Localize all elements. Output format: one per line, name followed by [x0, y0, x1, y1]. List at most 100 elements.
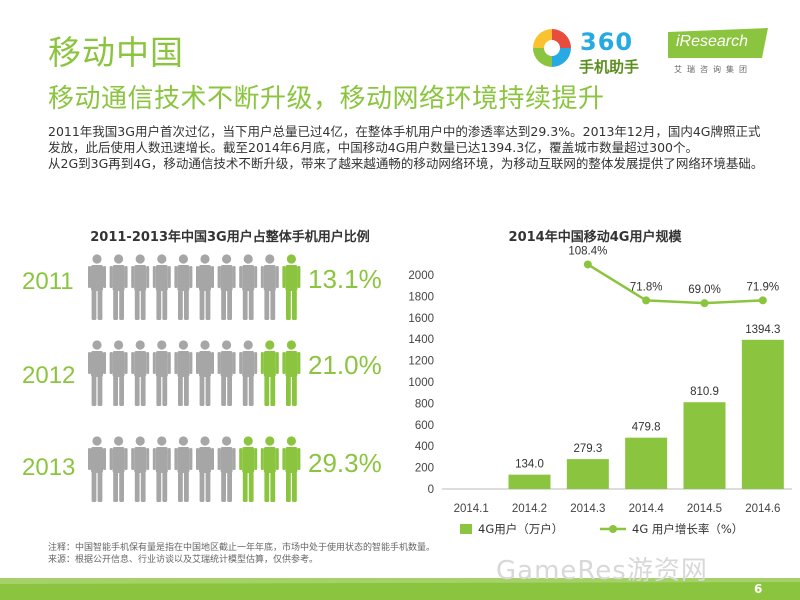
growth-point: [642, 296, 651, 305]
x-tick-label: 2014.1: [454, 503, 489, 515]
y-tick-label: 0: [428, 484, 434, 496]
person-icon: [174, 436, 193, 502]
person-icon: [152, 436, 171, 502]
person-icon: [109, 340, 128, 406]
logo-360-ball-icon: [533, 29, 571, 67]
people-icons: [88, 340, 301, 406]
person-icon: [217, 436, 236, 502]
year-label-2013: 2013: [22, 454, 76, 481]
bar: [508, 474, 551, 489]
person-icon: [196, 340, 214, 406]
legend-bar-label: 4G用户（万户）: [478, 522, 563, 536]
person-icon: [217, 340, 236, 406]
legend-line-label: 4G 用户增长率（%）: [632, 522, 743, 536]
intro-paragraph-2: 从2G到3G再到4G，移动通信技术不断升级，带来了越来越通畅的移动网络环境，为移…: [48, 156, 764, 171]
intro-paragraph-1: 2011年我国3G用户首次过亿，当下用户总量已过4亿，在整体手机用户中的渗透率达…: [48, 124, 761, 155]
y-tick-label: 600: [415, 420, 434, 432]
person-icon: [152, 254, 171, 320]
page-title: 移动中国: [48, 33, 184, 72]
person-icon: [88, 436, 106, 502]
people-row-2013: [86, 436, 302, 502]
people-row-2011: [86, 254, 302, 320]
person-icon-3g: [282, 436, 301, 502]
person-icon: [88, 254, 106, 320]
iresearch-brand: iResearch: [676, 33, 749, 50]
right-chart-title: 2014年中国移动4G用户规模: [508, 230, 682, 245]
person-icon-3g: [282, 254, 301, 320]
intro-text: 2011年我国3G用户首次过亿，当下用户总量已过4亿，在整体手机用户中的渗透率达…: [48, 124, 768, 172]
note-line: 注释：中国智能手机保有量是指在中国地区截止一年年底，市场中处于使用状态的智能手机…: [48, 543, 436, 553]
y-tick-label: 200: [415, 463, 434, 475]
growth-point: [583, 260, 592, 269]
bar-data-label: 279.3: [573, 443, 602, 455]
person-icon: [152, 340, 171, 406]
page-subtitle: 移动通信技术不断升级，移动网络环境持续提升: [48, 84, 605, 114]
y-tick-label: 400: [415, 441, 434, 453]
people-icons: [88, 254, 301, 320]
x-tick-label: 2014.2: [512, 503, 547, 515]
x-tick-label: 2014.4: [629, 503, 665, 515]
left-chart-title: 2011-2013年中国3G用户占整体手机用户比例: [90, 230, 370, 245]
pct-label-2013: 29.3%: [308, 448, 382, 478]
notes: 注释：中国智能手机保有量是指在中国地区截止一年年底，市场中处于使用状态的智能手机…: [48, 542, 435, 566]
bar-data-label: 134.0: [515, 459, 544, 471]
bar-line-chart: 0 200 400 600 800 1000 1200 1400 1600 1800 2000 201…: [408, 245, 792, 536]
person-icon: [239, 254, 258, 320]
people-icons: [88, 436, 301, 502]
x-tick-label: 2014.6: [745, 503, 780, 515]
person-icon: [174, 340, 193, 406]
legend-line-marker: [609, 525, 617, 533]
y-tick-label: 1800: [408, 291, 434, 303]
people-row-2012: [86, 340, 302, 406]
page-number: 6: [754, 582, 763, 596]
watermark: GameRes游资网: [496, 556, 708, 586]
growth-data-label: 71.9%: [747, 281, 780, 293]
person-icon: [88, 340, 106, 406]
growth-line: [587, 263, 763, 305]
legend-bar-swatch: [460, 524, 472, 534]
y-tick-label: 1200: [408, 356, 434, 368]
x-tick-label: 2014.3: [570, 503, 605, 515]
growth-point: [758, 296, 767, 305]
x-tick-label: 2014.5: [687, 503, 722, 515]
logo-360-number: 360: [580, 28, 634, 56]
growth-data-label: 71.8%: [630, 281, 663, 293]
year-label-2012: 2012: [22, 362, 76, 389]
footer-bar: [0, 578, 800, 600]
person-icon: [131, 254, 150, 320]
y-tick-label: 2000: [408, 270, 434, 282]
person-icon: [109, 436, 128, 502]
year-label-2011: 2011: [22, 268, 74, 295]
person-icon: [196, 436, 214, 502]
person-icon: [260, 254, 279, 320]
logo-360: 360 手机助手: [532, 28, 652, 78]
person-icon-3g: [260, 340, 279, 406]
pct-label-2011: 13.1%: [308, 264, 382, 294]
person-icon-3g: [282, 340, 301, 406]
pct-label-2012: 21.0%: [308, 350, 382, 380]
growth-data-label: 69.0%: [688, 284, 721, 296]
bar: [741, 339, 784, 489]
person-icon: [174, 254, 193, 320]
y-tick-label: 1000: [408, 377, 434, 389]
iresearch-banner-icon: [668, 28, 768, 58]
y-tick-label: 1400: [408, 334, 434, 346]
y-tick-label: 800: [415, 398, 434, 410]
bar-data-label: 810.9: [690, 386, 719, 398]
growth-data-label: 108.4%: [568, 245, 607, 257]
bar: [683, 402, 726, 489]
person-icon-3g: [239, 436, 258, 502]
source-line: 来源：根据公开信息、行业访谈以及艾瑞统计模型估算，仅供参考。: [48, 555, 319, 565]
person-icon-3g: [260, 436, 279, 502]
y-tick-label: 1600: [408, 313, 434, 325]
bar: [625, 437, 668, 489]
person-icon: [131, 436, 150, 502]
person-icon: [131, 340, 150, 406]
logo-iresearch: iResearch 艾瑞咨询集团: [668, 28, 768, 78]
bar-data-label: 479.8: [632, 422, 661, 434]
logo-360-text: 手机助手: [579, 58, 640, 76]
bar: [566, 459, 609, 489]
iresearch-cn: 艾瑞咨询集团: [674, 65, 752, 74]
person-icon: [196, 254, 214, 320]
bar-data-label: 1394.3: [745, 324, 780, 336]
